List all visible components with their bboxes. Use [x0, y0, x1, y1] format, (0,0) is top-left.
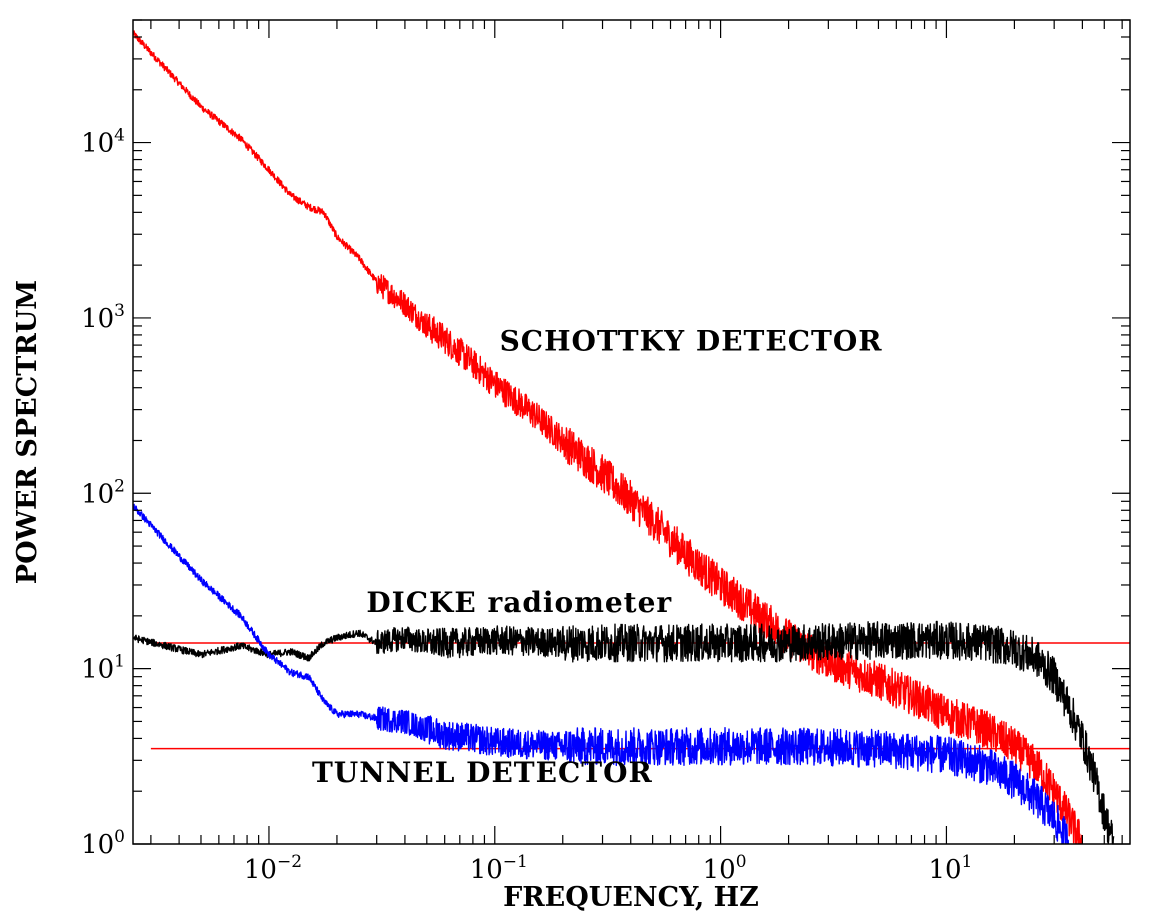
labels: FREQUENCY, HZ POWER SPECTRUM [12, 280, 759, 913]
series-group [133, 30, 1130, 844]
plot-area: SCHOTTKY DETECTOR DICKE radiometer TUNNEL … [133, 30, 1130, 844]
plot-frame [132, 19, 1131, 845]
annotation-3: TUNNEL DETECTOR [312, 756, 653, 789]
series-line-1 [133, 30, 1083, 844]
y-tick-label-1: 101 [81, 652, 125, 685]
annotation-1: SCHOTTKY DETECTOR [500, 325, 883, 358]
series-line-2 [133, 620, 1115, 844]
series-line-3 [133, 503, 1070, 844]
y-axis-title: POWER SPECTRUM [12, 280, 43, 584]
x-tick-label-2: 100 [703, 852, 747, 885]
y-tick-label-2: 102 [81, 476, 125, 509]
x-tick-label-0: 10−2 [244, 852, 302, 885]
axes: 10−2 10−1 100 101 100 101 102 103 104 [81, 19, 1131, 885]
y-tick-label-0: 100 [81, 827, 125, 860]
y-tick-label-3: 103 [81, 301, 125, 334]
x-tick-label-3: 101 [928, 852, 972, 885]
x-axis-title: FREQUENCY, HZ [503, 882, 759, 913]
y-tick-label-4: 104 [81, 126, 125, 159]
annotation-2: DICKE radiometer [366, 586, 672, 619]
x-tick-label-1: 10−1 [470, 852, 528, 885]
